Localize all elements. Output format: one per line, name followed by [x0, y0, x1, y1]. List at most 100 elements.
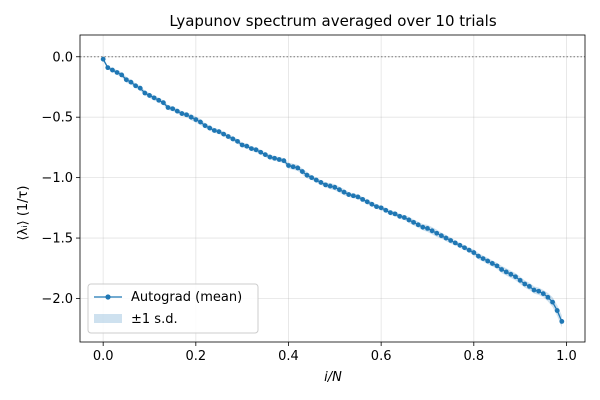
data-point-49 — [327, 183, 333, 189]
data-point-19 — [188, 114, 194, 120]
data-point-74 — [443, 235, 449, 241]
data-point-37 — [272, 155, 277, 161]
data-point-86 — [499, 267, 505, 272]
data-point-61 — [383, 207, 389, 213]
data-point-29 — [235, 138, 240, 144]
data-point-89 — [513, 274, 518, 280]
data-point-99 — [559, 319, 565, 324]
y-tick-label-0: 0.0 — [52, 50, 73, 65]
data-point-23 — [207, 125, 213, 131]
data-point-70 — [425, 225, 430, 231]
axes-frame — [79, 34, 586, 343]
data-point-60 — [378, 205, 384, 211]
data-point-65 — [401, 215, 407, 220]
data-point-58 — [369, 201, 375, 207]
data-point-45 — [309, 175, 315, 181]
data-point-20 — [193, 117, 199, 123]
data-point-6 — [128, 79, 134, 85]
data-point-10 — [147, 93, 152, 98]
data-point-96 — [545, 294, 551, 300]
data-point-81 — [476, 253, 481, 259]
data-point-0 — [100, 56, 106, 62]
data-point-36 — [267, 154, 273, 160]
data-point-47 — [318, 180, 324, 185]
data-point-34 — [258, 149, 264, 155]
y-axis-label: ⟨λᵢ⟩ (1/τ) — [16, 186, 31, 241]
chart-title: Lyapunov spectrum averaged over 10 trial… — [169, 12, 496, 30]
data-point-28 — [230, 136, 236, 142]
data-point-51 — [337, 187, 342, 193]
x-axis-label: i/N — [324, 370, 342, 385]
data-point-12 — [156, 97, 162, 103]
data-point-76 — [452, 240, 458, 246]
y-tick-label-4: −2.0 — [41, 292, 73, 307]
data-point-18 — [184, 112, 189, 118]
data-point-77 — [457, 242, 463, 248]
data-point-98 — [554, 308, 560, 313]
data-point-1 — [105, 65, 111, 71]
data-point-91 — [522, 281, 528, 287]
data-point-35 — [262, 152, 268, 158]
data-point-9 — [142, 90, 148, 96]
data-point-21 — [198, 119, 203, 125]
data-point-38 — [276, 157, 282, 162]
data-point-42 — [295, 165, 301, 171]
data-point-84 — [489, 261, 495, 266]
data-point-57 — [364, 199, 370, 205]
data-point-22 — [202, 123, 208, 129]
data-point-62 — [388, 210, 393, 216]
x-tick-label-0: 0.0 — [93, 349, 114, 364]
data-point-48 — [323, 182, 328, 188]
data-point-55 — [355, 194, 361, 200]
data-point-53 — [346, 192, 352, 197]
data-point-66 — [406, 217, 412, 223]
data-point-14 — [165, 105, 171, 110]
data-point-71 — [429, 228, 435, 234]
data-point-56 — [360, 196, 366, 202]
data-point-16 — [174, 108, 180, 114]
data-point-82 — [480, 256, 486, 262]
legend-label-mean: Autograd (mean) — [131, 290, 242, 305]
data-point-7 — [133, 83, 138, 89]
data-point-5 — [123, 77, 129, 83]
data-point-67 — [411, 219, 416, 225]
data-point-52 — [341, 189, 347, 195]
data-point-40 — [286, 163, 291, 168]
data-point-54 — [350, 193, 356, 199]
y-tick-label-3: −1.5 — [41, 232, 73, 247]
data-point-43 — [299, 169, 305, 174]
data-point-8 — [137, 85, 143, 91]
x-tick-label-1: 0.2 — [185, 349, 206, 364]
data-point-25 — [216, 129, 222, 135]
data-point-24 — [211, 128, 217, 133]
y-tick-label-2: −1.0 — [41, 171, 73, 186]
x-tick-label-2: 0.4 — [278, 349, 299, 364]
data-point-87 — [503, 269, 509, 275]
data-point-2 — [110, 67, 115, 73]
data-point-93 — [531, 287, 537, 293]
data-point-63 — [392, 211, 398, 217]
data-point-11 — [151, 95, 157, 101]
data-point-26 — [221, 131, 227, 137]
legend-box — [87, 283, 259, 334]
data-point-46 — [313, 177, 319, 183]
data-point-83 — [485, 258, 491, 264]
data-point-27 — [225, 134, 231, 139]
data-point-68 — [415, 222, 421, 228]
data-point-30 — [239, 142, 245, 148]
data-point-44 — [304, 172, 310, 178]
data-point-79 — [466, 247, 472, 253]
data-point-94 — [536, 288, 542, 294]
data-point-3 — [114, 70, 120, 75]
data-point-72 — [434, 230, 440, 236]
data-point-75 — [448, 238, 454, 243]
data-point-33 — [253, 147, 259, 153]
data-point-73 — [438, 233, 444, 239]
data-point-31 — [244, 143, 250, 149]
data-point-15 — [170, 106, 176, 112]
data-point-90 — [517, 277, 523, 283]
x-tick-label-3: 0.6 — [371, 349, 392, 364]
data-point-78 — [462, 245, 467, 251]
data-point-88 — [508, 271, 514, 277]
